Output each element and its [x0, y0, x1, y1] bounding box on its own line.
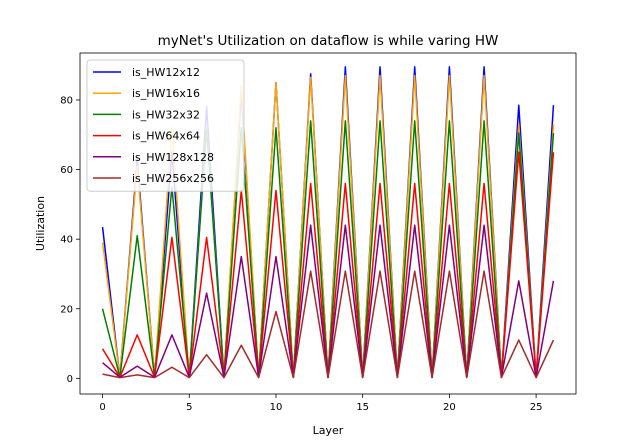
legend-label-3: is_HW64x64: [132, 130, 200, 143]
legend-label-1: is_HW16x16: [132, 87, 200, 100]
plot-frame: [79, 52, 577, 395]
legend-label-2: is_HW32x32: [132, 108, 200, 121]
x-tick-label-0: 0: [99, 402, 105, 413]
x-tick-label-1: 5: [186, 402, 192, 413]
x-tick-label-3: 15: [356, 402, 369, 413]
legend-label-4: is_HW128x128: [132, 151, 214, 164]
x-tick-label-4: 20: [443, 402, 456, 413]
legend-label-5: is_HW256x256: [132, 172, 214, 185]
series-line-5: [102, 270, 555, 379]
y-tick-label-4: 80: [60, 95, 73, 106]
x-axis: 0 5 10 15 20 25: [99, 394, 542, 413]
legend-label-0: is_HW12x12: [132, 66, 200, 79]
chart-title: myNet's Utilization on dataflow is while…: [158, 33, 499, 49]
legend: is_HW12x12 is_HW16x16 is_HW32x32 is_HW64x64…: [86, 59, 245, 192]
y-tick-label-2: 40: [60, 235, 73, 246]
y-axis: 0 20 40 60 80: [60, 95, 80, 385]
x-tick-label-2: 10: [270, 402, 283, 413]
x-tick-label-5: 25: [530, 402, 543, 413]
y-tick-label-0: 0: [67, 374, 73, 385]
plot-lines: [101, 66, 555, 379]
x-axis-label: Layer: [313, 424, 344, 437]
y-tick-label-1: 20: [60, 304, 73, 315]
y-axis-label: Utilization: [34, 196, 47, 251]
legend-box: [86, 59, 245, 192]
y-tick-label-3: 60: [60, 165, 73, 176]
